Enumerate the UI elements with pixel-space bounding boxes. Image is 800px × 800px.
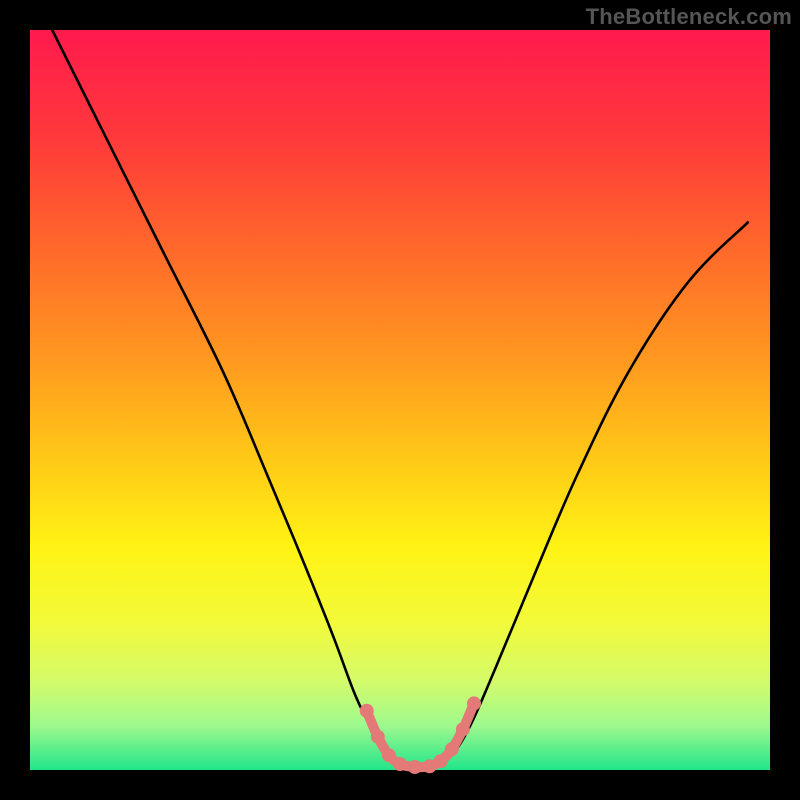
sweet-spot-marker: [393, 757, 407, 771]
sweet-spot-marker: [360, 704, 374, 718]
watermark-text: TheBottleneck.com: [586, 4, 792, 30]
sweet-spot-marker: [371, 730, 385, 744]
chart-container: TheBottleneck.com: [0, 0, 800, 800]
sweet-spot-marker: [382, 748, 396, 762]
sweet-spot-marker: [467, 696, 481, 710]
sweet-spot-marker: [445, 742, 459, 756]
sweet-spot-marker: [434, 754, 448, 768]
sweet-spot-marker: [408, 760, 422, 774]
bottleneck-chart: [0, 0, 800, 800]
sweet-spot-marker: [456, 722, 470, 736]
plot-area: [30, 30, 770, 770]
